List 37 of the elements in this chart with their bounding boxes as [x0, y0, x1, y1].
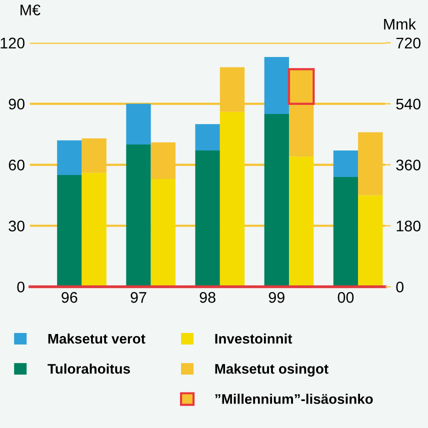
y2-tick-label: 720 [396, 38, 421, 48]
legend-label: Investoinnit [215, 333, 292, 344]
y-tick-label: 90 [8, 98, 25, 110]
bar [195, 124, 220, 151]
y-tick-label: 120 [0, 38, 25, 48]
y2-tick-label: 540 [396, 98, 421, 110]
bar [126, 104, 151, 144]
bar [57, 140, 82, 175]
legend-label: ”Millennium”-lisäosinko [215, 394, 373, 404]
x-tick-label: 00 [338, 292, 354, 303]
bar [57, 174, 82, 287]
y-axis-title: M€ [20, 4, 40, 16]
x-tick-label: 99 [268, 292, 284, 303]
bar [150, 179, 176, 287]
y2-axis-title: Mmk [384, 18, 416, 30]
bar [82, 172, 106, 287]
x-tick-label: 97 [130, 292, 146, 303]
legend-label: Tulorahoitus [48, 364, 130, 374]
y2-tick-label: 0 [396, 282, 404, 292]
bar [220, 112, 245, 287]
y-tick-label: 30 [8, 220, 25, 232]
x-tick-label: 96 [62, 292, 78, 303]
y-tick-label: 0 [17, 282, 24, 292]
bar [358, 195, 383, 287]
x-tick-label: 98 [200, 292, 216, 303]
bar [288, 156, 314, 287]
bar [264, 57, 289, 114]
legend-label: Maksetut osingot [215, 364, 328, 377]
bar [126, 144, 151, 287]
bar [333, 150, 358, 177]
bar [195, 150, 220, 287]
y2-tick-label: 180 [396, 220, 421, 232]
y-tick-label: 60 [8, 160, 25, 170]
bar [333, 176, 358, 287]
y2-tick-label: 360 [396, 160, 421, 170]
legend-label: Maksetut verot [48, 333, 146, 344]
bar [264, 114, 289, 287]
